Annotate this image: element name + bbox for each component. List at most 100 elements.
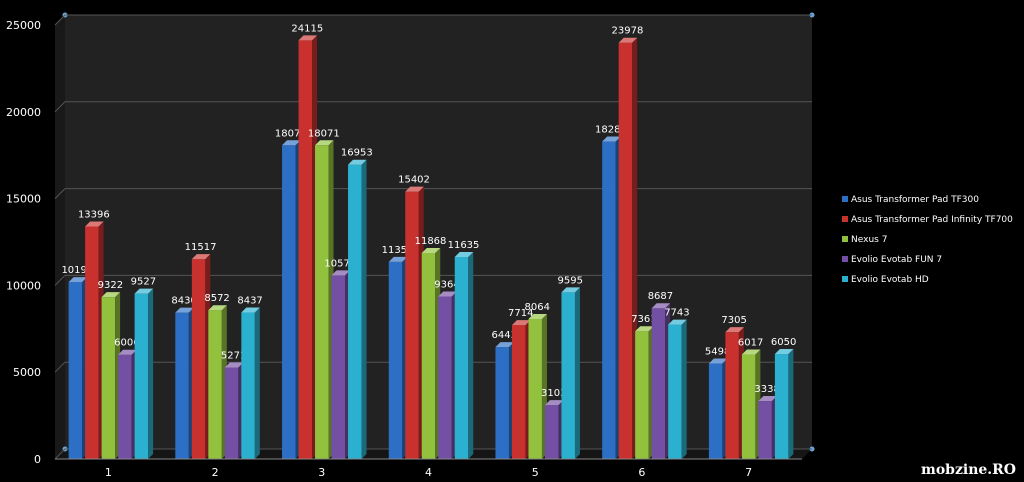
bar-side bbox=[788, 348, 794, 459]
bar bbox=[438, 291, 457, 459]
bar-front bbox=[741, 354, 756, 459]
bar bbox=[191, 254, 211, 459]
bar bbox=[175, 307, 194, 459]
legend-swatch bbox=[842, 216, 848, 222]
bar bbox=[708, 358, 728, 459]
bar-top bbox=[544, 400, 564, 406]
legend: Asus Transformer Pad TF300 Asus Transform… bbox=[842, 195, 1013, 285]
bar-front bbox=[405, 191, 419, 459]
data-label: 9595 bbox=[557, 275, 582, 286]
bar bbox=[68, 277, 88, 459]
data-label: 6443 bbox=[491, 330, 516, 341]
data-label: 10579 bbox=[324, 258, 356, 269]
bar-top bbox=[68, 277, 88, 283]
data-label: 18071 bbox=[308, 128, 340, 139]
legend-label: Asus Transformer Pad TF300 bbox=[851, 195, 979, 205]
bar-top bbox=[725, 327, 744, 333]
bar-front bbox=[315, 145, 329, 459]
bar-front bbox=[191, 259, 206, 459]
bar bbox=[758, 396, 777, 459]
watermark: mobzine.RO bbox=[921, 462, 1016, 478]
bar-top bbox=[618, 37, 638, 43]
bar bbox=[208, 305, 227, 459]
bar bbox=[544, 400, 564, 459]
bar-top bbox=[175, 307, 194, 313]
bar bbox=[101, 292, 121, 459]
x-tick-label: 1 bbox=[105, 466, 112, 479]
data-label: 8064 bbox=[524, 302, 549, 313]
bar-front bbox=[421, 252, 436, 459]
bar bbox=[602, 136, 621, 460]
data-label: 3103 bbox=[541, 388, 566, 399]
bar-top bbox=[191, 254, 211, 260]
y-tick-label: 0 bbox=[34, 453, 41, 466]
bar-front bbox=[175, 312, 189, 459]
x-tick-label: 6 bbox=[638, 466, 645, 479]
bar bbox=[774, 348, 794, 459]
bar bbox=[618, 37, 638, 460]
bar-front bbox=[708, 363, 723, 459]
bar bbox=[741, 349, 761, 459]
data-label: 18072 bbox=[275, 128, 307, 139]
bar-front bbox=[101, 297, 116, 459]
y-axis-ticks: 0 5000 10000 15000 20000 25000 bbox=[6, 19, 41, 466]
data-label: 9322 bbox=[98, 280, 123, 291]
bar-front bbox=[651, 308, 666, 459]
data-label: 16953 bbox=[341, 148, 373, 159]
bar-front bbox=[544, 405, 559, 459]
x-tick-label: 2 bbox=[212, 466, 219, 479]
data-label: 7361 bbox=[631, 314, 656, 325]
legend-swatch bbox=[842, 276, 848, 282]
bar bbox=[668, 319, 687, 459]
bar-front bbox=[388, 261, 403, 459]
data-label: 6017 bbox=[738, 338, 763, 349]
bar-top bbox=[85, 221, 104, 227]
data-label: 11635 bbox=[448, 240, 480, 251]
bar-top bbox=[438, 291, 457, 297]
data-label: 7714 bbox=[508, 308, 533, 319]
bar-top bbox=[528, 314, 547, 320]
data-label: 3338 bbox=[754, 384, 779, 395]
bar bbox=[298, 35, 318, 460]
bar bbox=[118, 349, 137, 459]
bar-top bbox=[774, 348, 794, 354]
bar bbox=[651, 303, 671, 459]
bar-top bbox=[224, 362, 244, 368]
bar-front bbox=[224, 367, 239, 459]
bar-top bbox=[635, 326, 654, 332]
bar-front bbox=[85, 226, 99, 459]
data-label: 10191 bbox=[61, 265, 93, 276]
bar-side bbox=[148, 288, 154, 459]
gridline bbox=[54, 14, 812, 26]
bar-top bbox=[331, 270, 351, 276]
bar-front bbox=[68, 282, 83, 459]
bar-top bbox=[282, 140, 301, 146]
side-wall bbox=[55, 15, 65, 459]
x-tick-label: 7 bbox=[745, 466, 752, 479]
bar bbox=[282, 140, 301, 459]
bar-top bbox=[315, 140, 334, 146]
bar-front bbox=[438, 296, 452, 459]
bar-side bbox=[681, 319, 687, 459]
bar-front bbox=[118, 354, 132, 459]
bars: 10191 13396 9322 6006 9527 8430 11517 8572 5271 8… bbox=[61, 23, 796, 460]
bar-front bbox=[668, 324, 682, 459]
bar-top bbox=[511, 320, 531, 326]
bar bbox=[454, 252, 474, 459]
data-label: 6006 bbox=[114, 338, 139, 349]
legend-label: Evolio Evotab FUN 7 bbox=[851, 255, 942, 265]
bar bbox=[331, 270, 351, 459]
bar bbox=[241, 307, 260, 459]
bar-top bbox=[101, 292, 121, 298]
bar-top bbox=[668, 319, 687, 325]
bar-top bbox=[421, 247, 441, 253]
data-label: 9527 bbox=[131, 277, 156, 288]
data-label: 8572 bbox=[204, 293, 229, 304]
data-label: 8437 bbox=[237, 296, 262, 307]
bar-front bbox=[495, 347, 509, 459]
y-tick-label: 5000 bbox=[13, 366, 41, 379]
bar-top bbox=[651, 303, 671, 309]
bar bbox=[528, 314, 547, 459]
data-label: 11352 bbox=[382, 245, 414, 256]
